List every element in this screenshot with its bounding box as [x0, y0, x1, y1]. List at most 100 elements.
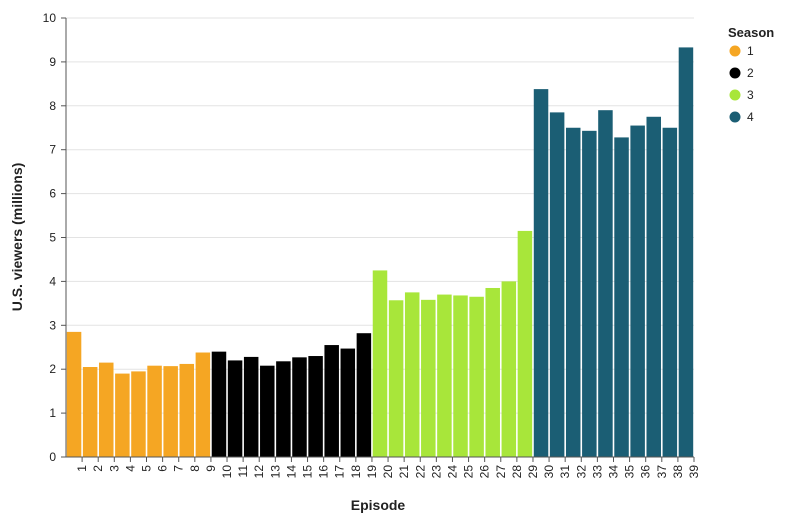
bar [147, 365, 162, 457]
x-axis-title: Episode [351, 497, 406, 513]
x-tick-label: 35 [623, 465, 637, 479]
x-tick-label: 18 [349, 465, 363, 479]
legend-swatch [729, 67, 741, 79]
bar [388, 300, 404, 457]
x-tick-label: 24 [445, 465, 459, 479]
x-tick-label: 7 [172, 465, 186, 472]
bar [227, 360, 243, 457]
bar [565, 127, 581, 457]
y-tick-label: 8 [49, 99, 56, 113]
legend-label: 1 [747, 44, 754, 58]
x-tick-label: 3 [107, 465, 121, 472]
x-tick-label: 32 [574, 465, 588, 479]
x-tick-label: 8 [188, 465, 202, 472]
bar [598, 110, 613, 457]
x-tick-label: 11 [236, 465, 250, 478]
legend-label: 3 [747, 88, 754, 102]
legend-swatch [729, 89, 741, 101]
x-tick-label: 20 [381, 465, 395, 479]
x-tick-label: 2 [91, 465, 105, 472]
bar [292, 357, 307, 457]
x-tick-label: 16 [317, 465, 331, 479]
legend-title: Season [728, 25, 774, 40]
bar [340, 348, 356, 457]
bar [211, 351, 227, 457]
bar [421, 299, 436, 457]
y-tick-label: 2 [49, 362, 56, 376]
x-tick-label: 22 [413, 465, 427, 479]
bar [324, 345, 339, 457]
y-tick-label: 7 [49, 143, 56, 157]
legend: Season 1 2 3 4 [728, 25, 774, 124]
y-tick-label: 10 [43, 11, 57, 25]
bar [533, 89, 549, 458]
bars [66, 47, 694, 458]
bar [260, 365, 275, 457]
legend-swatch [729, 45, 741, 57]
bar [469, 296, 484, 457]
x-tick-label: 38 [671, 465, 685, 479]
y-tick-label: 6 [49, 187, 56, 201]
bar [517, 230, 533, 457]
x-tick-label: 12 [252, 465, 266, 479]
bar [372, 270, 388, 457]
x-tick-label: 13 [268, 465, 282, 479]
bar [179, 363, 195, 457]
bar [276, 361, 291, 457]
x-tick-label: 28 [510, 465, 524, 479]
bar [646, 116, 661, 458]
legend-label: 4 [747, 110, 754, 124]
x-tick-label: 30 [542, 465, 556, 479]
bar [131, 371, 146, 457]
bar [678, 47, 694, 458]
bar [243, 356, 259, 457]
x-tick-label: 19 [365, 465, 379, 479]
bar [99, 362, 114, 457]
x-tick-label: 5 [140, 465, 154, 472]
x-tick-label: 9 [204, 465, 218, 472]
y-tick-label: 0 [49, 450, 56, 464]
x-tick-label: 25 [462, 465, 476, 479]
y-tick-label: 5 [49, 231, 56, 245]
bar [308, 356, 323, 457]
bar [404, 292, 420, 457]
x-tick-label: 27 [494, 465, 508, 479]
x-tick-label: 29 [526, 465, 540, 479]
x-tick-label: 1 [75, 465, 89, 472]
x-tick-label: 21 [397, 465, 411, 479]
x-tick-label: 10 [220, 465, 234, 479]
x-tick-label: 15 [301, 465, 315, 479]
bar [501, 281, 517, 457]
x-tick-label: 4 [123, 465, 137, 472]
bar [66, 331, 82, 457]
x-tick-label: 26 [478, 465, 492, 479]
bar [115, 373, 130, 457]
x-tick-label: 17 [333, 465, 347, 479]
y-tick-label: 1 [49, 406, 56, 420]
bar [630, 125, 645, 458]
bar [549, 112, 565, 457]
y-axis-title: U.S. viewers (millions) [9, 163, 25, 312]
x-tick-label: 6 [156, 465, 170, 472]
x-tick-label: 33 [590, 465, 604, 479]
legend-swatch [729, 111, 741, 123]
bar [662, 127, 678, 457]
bar [356, 333, 372, 457]
x-tick-label: 31 [558, 465, 572, 479]
bar [582, 130, 597, 457]
bar [437, 294, 452, 457]
x-tick-label: 14 [284, 465, 298, 479]
bar [163, 366, 178, 457]
x-tick-label: 23 [429, 465, 443, 479]
y-tick-label: 3 [49, 318, 56, 332]
x-tick-label: 36 [639, 465, 653, 479]
bar [82, 367, 98, 457]
x-tick-label: 37 [655, 465, 669, 479]
bar [195, 352, 211, 457]
bar [485, 287, 500, 457]
y-tick-label: 4 [49, 274, 56, 288]
y-tick-label: 9 [49, 55, 56, 69]
x-tick-label: 39 [687, 465, 701, 479]
